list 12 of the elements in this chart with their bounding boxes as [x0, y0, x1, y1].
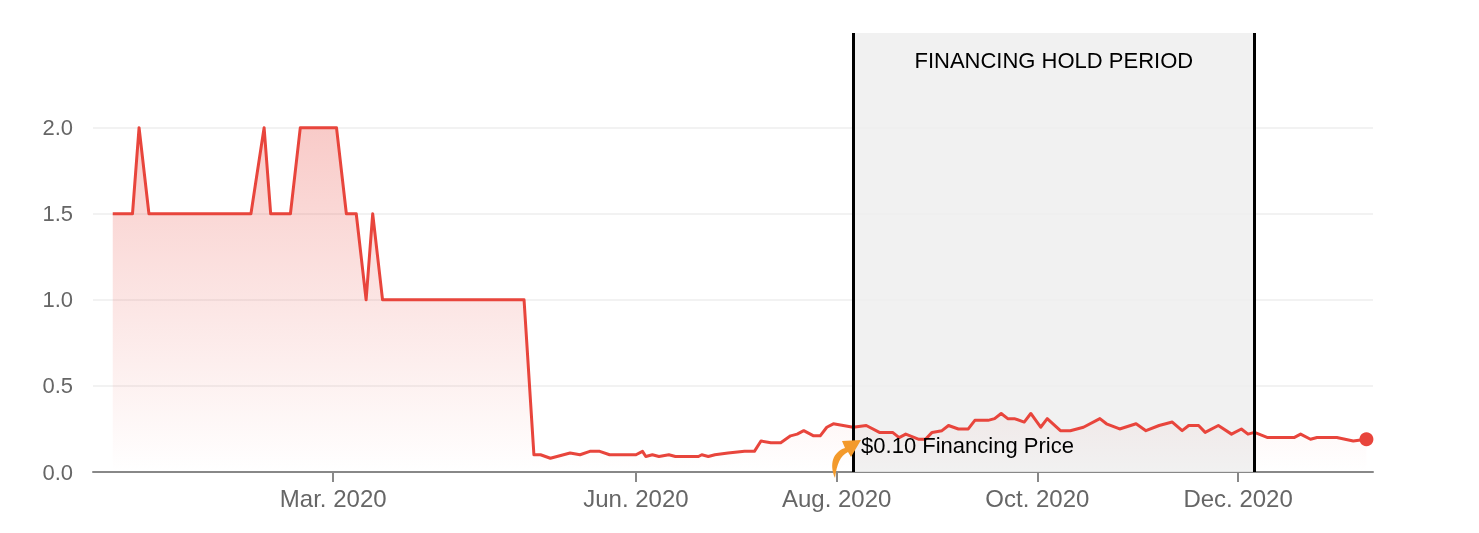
annotation: $0.10 Financing Price — [861, 432, 1074, 458]
y-tick-label: 0.0 — [42, 459, 73, 485]
y-tick-label: 1.0 — [42, 287, 73, 313]
x-tick-label: Dec. 2020 — [1183, 484, 1293, 512]
y-tick-label: 2.0 — [42, 115, 73, 141]
band-label: FINANCING HOLD PERIOD — [914, 47, 1194, 73]
y-tick-label: 0.5 — [42, 373, 73, 399]
x-tick-label: Oct. 2020 — [985, 484, 1090, 512]
x-tick-label: Aug. 2020 — [781, 484, 892, 512]
y-tick-label: 1.5 — [42, 201, 73, 227]
x-tick-label: Jun. 2020 — [583, 484, 689, 512]
x-tick-label: Mar. 2020 — [279, 484, 387, 512]
